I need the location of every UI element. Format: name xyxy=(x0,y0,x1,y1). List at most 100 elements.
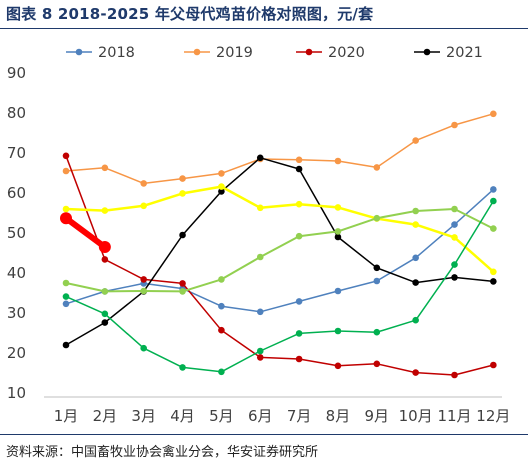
series-line-unlabeled-6 xyxy=(65,200,495,373)
data-point-2019 xyxy=(140,180,147,187)
data-point-unlabeled-6 xyxy=(334,327,342,335)
data-point-2021 xyxy=(451,274,458,281)
data-point-2019 xyxy=(412,137,419,144)
data-point-unlabeled-7 xyxy=(98,241,111,253)
data-point-2021 xyxy=(218,188,225,195)
series-line-unlabeled-7 xyxy=(63,215,108,250)
data-point-2021 xyxy=(412,279,419,286)
legend-marker-2018 xyxy=(75,48,83,56)
series-line-2020 xyxy=(65,155,495,376)
data-point-2019 xyxy=(62,167,70,175)
legend-label-2019: 2019 xyxy=(216,45,253,61)
data-point-2018 xyxy=(218,302,225,310)
data-point-2018 xyxy=(451,221,458,228)
x-tick-label: 3月 xyxy=(131,407,156,425)
data-point-unlabeled-4 xyxy=(179,190,186,197)
series-line-unlabeled-4 xyxy=(64,185,495,274)
data-point-2020 xyxy=(451,371,458,379)
data-point-unlabeled-4 xyxy=(412,221,419,228)
data-point-2018 xyxy=(62,300,70,308)
x-tick-label: 7月 xyxy=(287,407,312,425)
x-tick-label: 9月 xyxy=(365,407,390,425)
data-point-unlabeled-5 xyxy=(62,279,70,287)
data-point-unlabeled-5 xyxy=(451,205,458,213)
chart-title: 图表 8 2018-2025 年父母代鸡苗价格对照图，元/套 xyxy=(6,5,374,23)
data-point-2020 xyxy=(179,280,186,287)
data-point-unlabeled-5 xyxy=(295,232,303,240)
data-point-2020 xyxy=(490,361,497,369)
data-point-unlabeled-5 xyxy=(373,214,381,222)
data-point-2020 xyxy=(256,354,264,361)
data-point-2019 xyxy=(179,175,186,182)
data-point-2018 xyxy=(373,277,381,285)
source-divider xyxy=(0,434,528,435)
y-tick-label: 10 xyxy=(7,384,26,402)
x-tick-label: 12月 xyxy=(476,407,510,425)
data-point-unlabeled-6 xyxy=(62,293,70,300)
legend-marker-2021 xyxy=(423,48,431,56)
series-line-2021 xyxy=(65,157,495,346)
data-point-unlabeled-6 xyxy=(412,316,419,324)
data-point-2018 xyxy=(334,287,342,295)
data-point-unlabeled-6 xyxy=(373,328,381,336)
data-point-unlabeled-4 xyxy=(140,202,147,210)
data-point-unlabeled-5 xyxy=(140,287,147,295)
x-tick-label: 5月 xyxy=(209,407,234,425)
chart-legend: 2018 2019 2020 2021 xyxy=(66,45,483,61)
data-point-2021 xyxy=(334,233,342,241)
data-point-unlabeled-6 xyxy=(140,344,147,352)
data-point-2019 xyxy=(334,157,342,165)
data-point-2021 xyxy=(179,231,186,239)
data-point-2020 xyxy=(101,256,109,263)
x-tick-label: 10月 xyxy=(399,407,433,425)
legend-label-2020: 2020 xyxy=(328,45,365,61)
y-tick-label: 70 xyxy=(7,144,26,162)
data-point-unlabeled-6 xyxy=(101,310,109,318)
data-point-unlabeled-6 xyxy=(256,347,264,355)
y-tick-label: 80 xyxy=(7,104,26,122)
legend-label-2018: 2018 xyxy=(98,45,135,61)
data-point-2021 xyxy=(490,278,497,285)
data-point-2018 xyxy=(412,254,419,262)
data-point-unlabeled-5 xyxy=(256,253,264,261)
data-point-unlabeled-5 xyxy=(101,288,109,295)
series-line-2018 xyxy=(65,188,495,313)
data-point-2020 xyxy=(62,152,70,160)
data-point-2019 xyxy=(101,164,109,172)
data-point-unlabeled-4 xyxy=(451,234,458,241)
series-line-2019 xyxy=(65,113,495,185)
data-point-unlabeled-5 xyxy=(334,228,342,235)
data-point-unlabeled-6 xyxy=(451,261,458,268)
data-point-unlabeled-6 xyxy=(490,197,497,205)
data-point-2020 xyxy=(295,355,303,363)
data-point-2019 xyxy=(295,156,303,164)
data-point-unlabeled-4 xyxy=(101,207,109,214)
data-point-unlabeled-4 xyxy=(62,205,70,213)
y-tick-label: 20 xyxy=(7,344,26,362)
data-point-unlabeled-5 xyxy=(179,288,186,295)
x-tick-label: 4月 xyxy=(170,407,195,425)
data-point-2020 xyxy=(373,360,381,368)
legend-label-2021: 2021 xyxy=(446,45,483,61)
y-tick-label: 90 xyxy=(7,64,26,82)
data-point-2021 xyxy=(101,319,109,326)
data-point-unlabeled-4 xyxy=(256,204,264,212)
data-point-unlabeled-4 xyxy=(490,268,497,276)
y-tick-label: 30 xyxy=(7,304,26,322)
data-point-unlabeled-4 xyxy=(295,200,303,208)
data-point-unlabeled-6 xyxy=(295,330,303,337)
x-tick-label: 1月 xyxy=(54,407,79,425)
data-point-unlabeled-5 xyxy=(490,225,497,232)
data-point-unlabeled-7 xyxy=(60,212,72,225)
series-line-unlabeled-5 xyxy=(65,208,495,293)
legend-marker-2019 xyxy=(193,48,201,56)
data-point-2021 xyxy=(256,154,264,162)
y-tick-label: 50 xyxy=(7,224,26,242)
data-point-2019 xyxy=(490,110,497,118)
data-point-2019 xyxy=(451,121,458,129)
data-point-unlabeled-6 xyxy=(218,368,225,376)
data-point-unlabeled-6 xyxy=(179,364,186,371)
data-point-2020 xyxy=(412,369,419,376)
data-point-2021 xyxy=(373,264,381,272)
